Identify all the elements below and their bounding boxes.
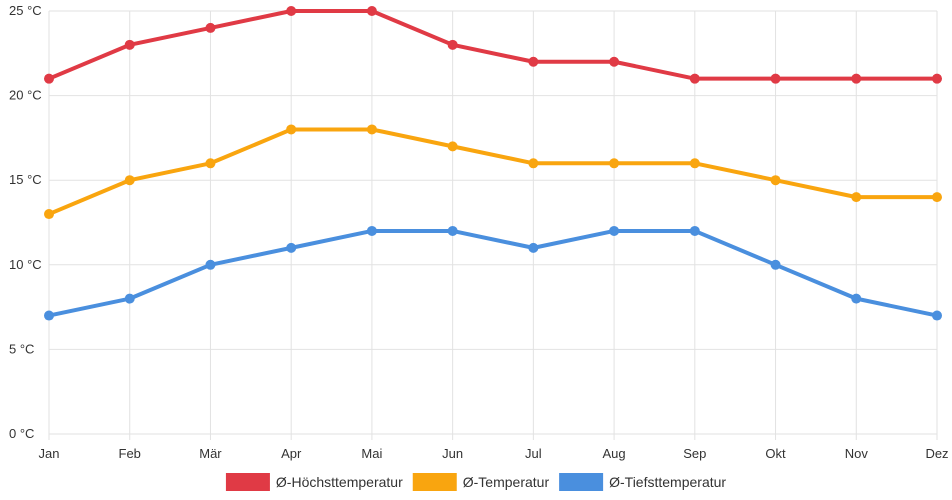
legend-swatch bbox=[225, 473, 270, 491]
data-point-min[interactable] bbox=[366, 225, 377, 236]
data-point-avg[interactable] bbox=[770, 175, 781, 186]
data-point-max[interactable] bbox=[366, 6, 377, 16]
x-tick-label: Sep bbox=[683, 446, 706, 461]
data-point-avg[interactable] bbox=[932, 192, 942, 203]
legend-swatch bbox=[559, 473, 604, 491]
legend-item-min[interactable]: Ø-Tiefsttemperatur bbox=[559, 473, 726, 491]
y-tick-label: 15 °C bbox=[9, 172, 42, 187]
data-point-avg[interactable] bbox=[286, 124, 297, 135]
series-layer bbox=[44, 6, 942, 321]
data-point-min[interactable] bbox=[609, 225, 620, 236]
data-point-avg[interactable] bbox=[689, 158, 700, 169]
data-point-min[interactable] bbox=[44, 310, 54, 321]
data-point-max[interactable] bbox=[528, 56, 539, 67]
data-point-min[interactable] bbox=[124, 293, 135, 304]
legend-item-avg[interactable]: Ø-Temperatur bbox=[412, 473, 550, 491]
x-tick-label: Jul bbox=[525, 446, 542, 461]
y-tick-label: 25 °C bbox=[9, 3, 42, 18]
data-point-avg[interactable] bbox=[366, 124, 377, 135]
legend-item-max[interactable]: Ø-Höchsttemperatur bbox=[225, 473, 403, 491]
data-point-max[interactable] bbox=[609, 56, 620, 67]
data-point-max[interactable] bbox=[447, 39, 458, 50]
series-max bbox=[44, 6, 942, 84]
x-tick-label: Okt bbox=[765, 446, 786, 461]
data-point-avg[interactable] bbox=[124, 175, 135, 186]
series-min bbox=[44, 225, 942, 321]
data-point-max[interactable] bbox=[44, 73, 54, 84]
data-point-min[interactable] bbox=[689, 225, 700, 236]
data-point-max[interactable] bbox=[286, 6, 297, 16]
x-tick-label: Jan bbox=[39, 446, 60, 461]
y-tick-label: 20 °C bbox=[9, 88, 42, 103]
data-point-min[interactable] bbox=[286, 242, 297, 253]
x-tick-label: Jun bbox=[442, 446, 463, 461]
axis-layer: 0 °C 5 °C 10 °C 15 °C 20 °C 25 °C Jan Feb Mär Apr… bbox=[9, 3, 949, 461]
data-point-avg[interactable] bbox=[447, 141, 458, 152]
data-point-max[interactable] bbox=[124, 39, 135, 50]
x-tick-label: Dez bbox=[925, 446, 948, 461]
series-line-avg bbox=[47, 127, 939, 217]
y-tick-label: 10 °C bbox=[9, 257, 42, 272]
legend[interactable]: Ø-Höchsttemperatur Ø-Temperatur Ø-Tiefstte… bbox=[225, 473, 726, 491]
data-point-avg[interactable] bbox=[851, 192, 862, 203]
y-tick-label: 0 °C bbox=[9, 426, 34, 441]
data-point-min[interactable] bbox=[932, 310, 942, 321]
data-point-min[interactable] bbox=[528, 242, 539, 253]
x-tick-label: Feb bbox=[119, 446, 141, 461]
data-point-avg[interactable] bbox=[44, 209, 54, 220]
data-point-min[interactable] bbox=[770, 259, 781, 270]
series-line-min bbox=[47, 228, 939, 318]
x-tick-label: Apr bbox=[281, 446, 302, 461]
data-point-min[interactable] bbox=[205, 259, 216, 270]
legend-label: Ø-Tiefsttemperatur bbox=[609, 474, 726, 490]
data-point-max[interactable] bbox=[689, 73, 700, 84]
data-point-max[interactable] bbox=[932, 73, 942, 84]
data-point-avg[interactable] bbox=[205, 158, 216, 169]
series-line-max bbox=[47, 9, 939, 81]
data-point-avg[interactable] bbox=[528, 158, 539, 169]
data-point-max[interactable] bbox=[770, 73, 781, 84]
x-tick-label: Nov bbox=[845, 446, 869, 461]
grid-layer bbox=[48, 10, 938, 440]
legend-label: Ø-Höchsttemperatur bbox=[276, 474, 403, 490]
legend-label: Ø-Temperatur bbox=[463, 474, 550, 490]
x-tick-label: Aug bbox=[603, 446, 626, 461]
x-tick-label: Mär bbox=[199, 446, 222, 461]
data-point-min[interactable] bbox=[447, 225, 458, 236]
legend-swatch bbox=[412, 473, 457, 491]
x-tick-label: Mai bbox=[361, 446, 382, 461]
series-avg bbox=[44, 124, 942, 220]
data-point-max[interactable] bbox=[851, 73, 862, 84]
data-point-avg[interactable] bbox=[609, 158, 620, 169]
data-point-max[interactable] bbox=[205, 22, 216, 33]
data-point-min[interactable] bbox=[851, 293, 862, 304]
y-tick-label: 5 °C bbox=[9, 341, 34, 356]
